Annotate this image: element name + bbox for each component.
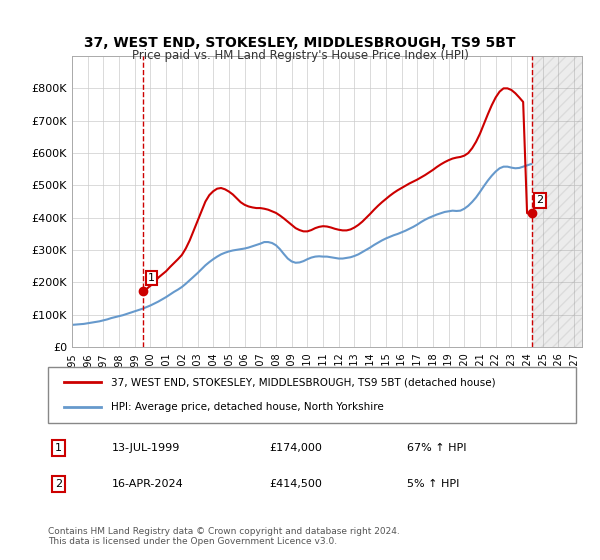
- Text: 1: 1: [55, 443, 62, 453]
- Text: 67% ↑ HPI: 67% ↑ HPI: [407, 443, 467, 453]
- Text: £174,000: £174,000: [270, 443, 323, 453]
- Text: 2: 2: [536, 195, 544, 206]
- Text: Price paid vs. HM Land Registry's House Price Index (HPI): Price paid vs. HM Land Registry's House …: [131, 49, 469, 62]
- Text: HPI: Average price, detached house, North Yorkshire: HPI: Average price, detached house, Nort…: [112, 402, 384, 412]
- Text: £414,500: £414,500: [270, 479, 323, 489]
- Text: 5% ↑ HPI: 5% ↑ HPI: [407, 479, 460, 489]
- Text: 37, WEST END, STOKESLEY, MIDDLESBROUGH, TS9 5BT: 37, WEST END, STOKESLEY, MIDDLESBROUGH, …: [84, 36, 516, 50]
- Bar: [532, 56, 582, 347]
- Text: 13-JUL-1999: 13-JUL-1999: [112, 443, 180, 453]
- Text: 2: 2: [55, 479, 62, 489]
- Text: 1: 1: [148, 273, 155, 283]
- Text: 37, WEST END, STOKESLEY, MIDDLESBROUGH, TS9 5BT (detached house): 37, WEST END, STOKESLEY, MIDDLESBROUGH, …: [112, 377, 496, 388]
- FancyBboxPatch shape: [48, 367, 576, 423]
- Text: Contains HM Land Registry data © Crown copyright and database right 2024.
This d: Contains HM Land Registry data © Crown c…: [48, 526, 400, 546]
- Text: 16-APR-2024: 16-APR-2024: [112, 479, 183, 489]
